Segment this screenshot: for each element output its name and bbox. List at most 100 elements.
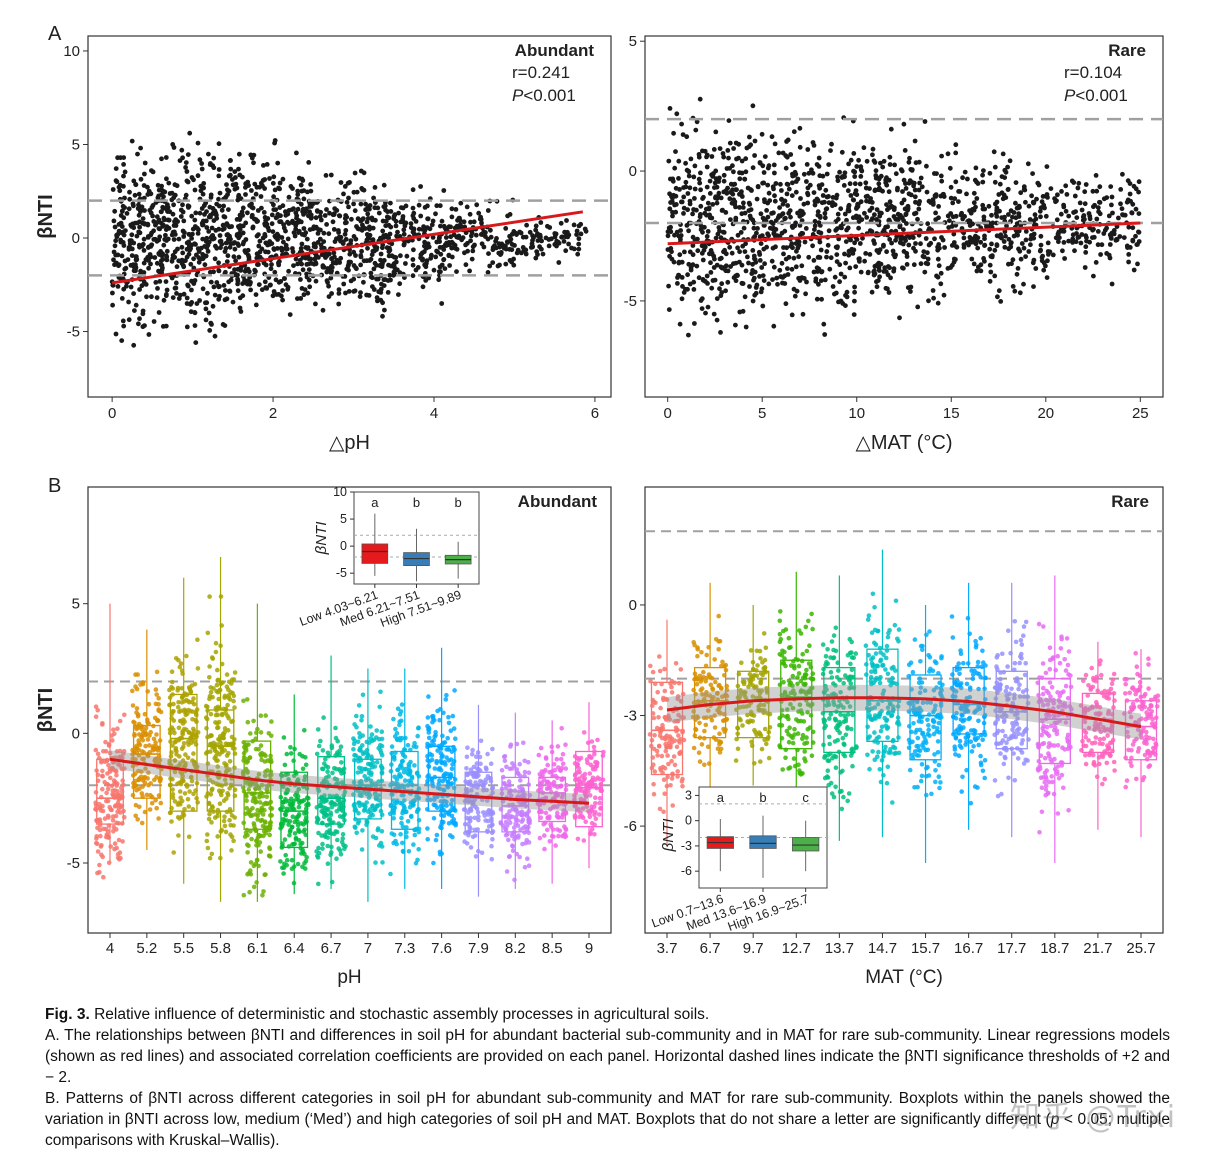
jitter-point [320,846,325,851]
scatter-point [909,167,915,173]
scatter-point [685,191,691,196]
jitter-point [370,764,375,770]
scatter-point [473,232,479,238]
scatter-point [368,274,374,280]
scatter-point [337,213,343,219]
scatter-point [494,236,499,241]
jitter-point [106,762,111,768]
scatter-point [139,204,145,210]
jitter-point [158,800,164,806]
scatter-point [714,317,720,323]
scatter-point [924,189,930,195]
jitter-point [93,747,99,753]
scatter-point [742,176,747,182]
scatter-point [172,285,178,291]
jitter-point [326,817,332,822]
scatter-point [186,205,191,210]
scatter-point [686,173,692,179]
scatter-point [184,169,190,174]
jitter-point [368,736,374,741]
jitter-point [153,797,158,803]
scatter-point [391,213,397,219]
jitter-point [393,726,398,732]
jitter-point [210,786,215,792]
scatter-point [997,234,1003,240]
jitter-point [100,854,105,860]
scatter-point [801,171,807,177]
scatter-point [426,275,432,281]
scatter-point [449,206,455,212]
scatter-point [824,249,830,254]
jitter-point [284,751,290,757]
scatter-point [203,253,209,259]
scatter-point [135,151,140,157]
scatter-point [214,215,220,221]
scatter-point [141,236,147,242]
scatter-point [818,247,824,253]
scatter-point [1076,180,1082,186]
jitter-point [356,703,362,708]
scatter-point [848,237,853,243]
scatter-point [263,218,269,224]
scatter-point [987,278,993,284]
scatter-point [1038,242,1044,248]
scatter-point [924,163,929,169]
jitter-point [221,818,227,824]
jitter-point [338,852,344,857]
scatter-point [337,236,342,242]
scatter-point [967,235,973,240]
jitter-point [256,747,261,752]
jitter-point [116,837,122,843]
scatter-point [1130,238,1136,244]
scatter-point [195,225,200,231]
scatter-point [901,177,907,183]
scatter-point [797,232,803,238]
scatter-point [474,202,480,208]
jitter-point [186,742,191,747]
jitter-point [293,792,298,798]
scatter-point [888,126,894,132]
scatter-point [799,263,805,269]
scatter-point [336,301,342,307]
scatter-point [789,266,795,272]
scatter-point [902,235,908,241]
scatter-point [704,234,710,239]
scatter-point [448,224,453,230]
jitter-point [229,719,234,725]
jitter-point [249,836,254,842]
jitter-point [388,871,393,877]
scatter-point [762,197,767,203]
scatter-point [301,196,307,202]
scatter-point [156,217,162,223]
scatter-point [191,177,196,183]
jitter-point [222,823,228,829]
scatter-point [810,140,816,145]
scatter-point [129,246,135,252]
scatter-point [996,288,1002,294]
scatter-point [280,297,285,303]
scatter-point [183,165,189,170]
jitter-point [251,884,257,890]
scatter-point [771,162,777,168]
scatter-point [151,319,157,324]
jitter-point [185,711,190,716]
scatter-point [206,229,212,234]
scatter-point [290,186,295,191]
y-axis-label: βNTI [35,194,57,238]
scatter-point [1003,195,1009,201]
scatter-point [331,250,337,256]
jitter-point [207,594,212,599]
scatter-point [304,236,310,242]
scatter-point [112,262,117,268]
scatter-point [882,265,888,271]
scatter-point [295,192,301,198]
scatter-point [271,174,277,180]
scatter-point [166,217,172,223]
scatter-point [203,306,209,312]
scatter-point [1015,266,1021,271]
scatter-point [762,154,768,160]
scatter-point [316,255,321,260]
jitter-point [218,790,223,795]
jitter-point [407,768,413,774]
scatter-point [152,255,158,260]
